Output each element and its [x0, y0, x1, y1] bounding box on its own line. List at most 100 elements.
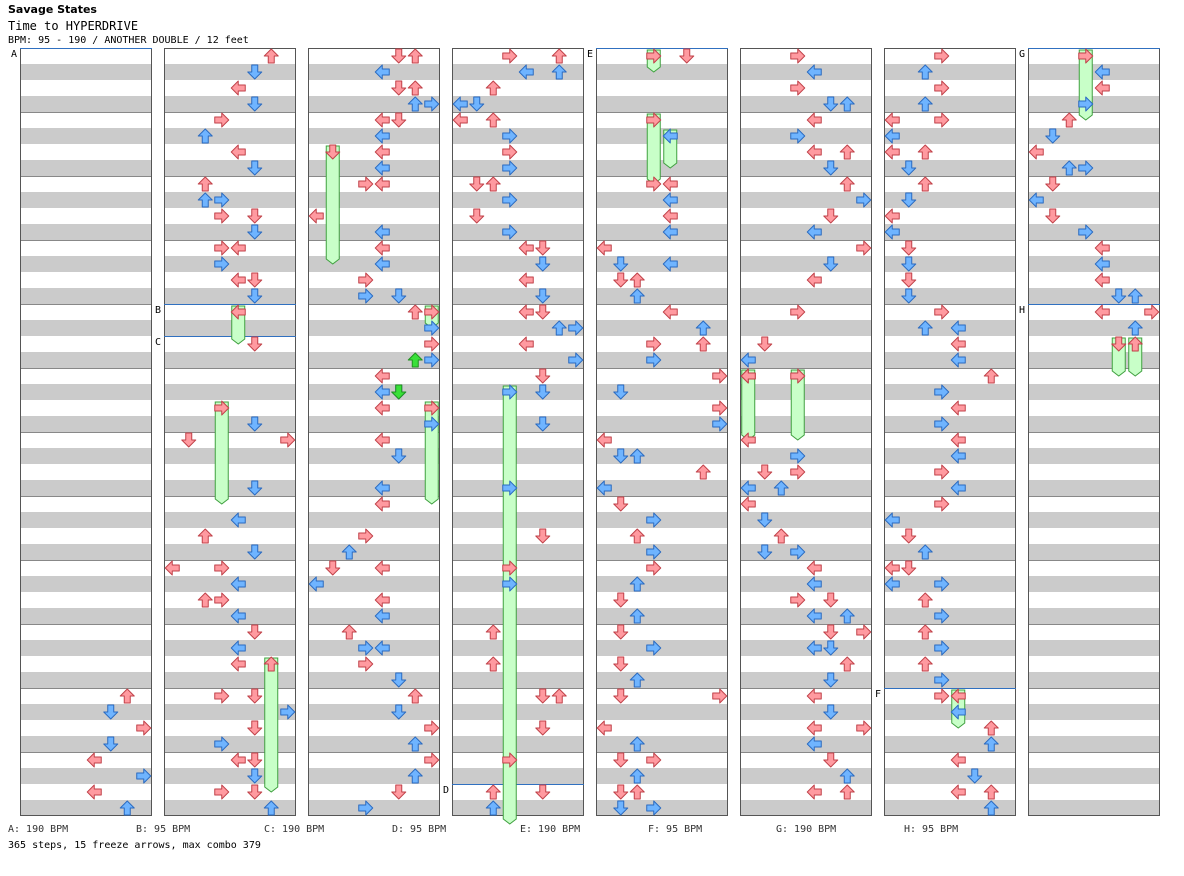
beat-band	[1028, 384, 1160, 400]
beat-band	[164, 128, 296, 144]
step-arrow	[740, 480, 756, 496]
step-arrow	[646, 176, 662, 192]
step-arrow	[230, 576, 246, 592]
beat-band	[740, 256, 872, 272]
step-arrow	[164, 560, 180, 576]
beat-band	[308, 64, 440, 80]
beat-band	[884, 160, 1016, 176]
step-arrow	[790, 128, 806, 144]
beat-band	[20, 384, 152, 400]
beat-band	[1028, 512, 1160, 528]
step-arrow	[247, 224, 263, 240]
step-arrow	[790, 464, 806, 480]
section-label: G	[1019, 49, 1025, 60]
beat-band	[596, 384, 728, 400]
step-arrow	[280, 432, 296, 448]
beat-band	[740, 576, 872, 592]
beat-band	[740, 416, 872, 432]
section-label: D	[443, 785, 449, 796]
beat-band	[596, 224, 728, 240]
step-arrow	[839, 768, 855, 784]
step-arrow	[646, 512, 662, 528]
beat-band	[452, 768, 584, 784]
beat-band	[740, 288, 872, 304]
beat-band	[452, 256, 584, 272]
beat-band	[308, 576, 440, 592]
step-arrow	[485, 112, 501, 128]
step-arrow	[374, 176, 390, 192]
step-arrow	[934, 576, 950, 592]
step-arrow	[901, 288, 917, 304]
section-label: A	[11, 49, 17, 60]
step-arrow	[856, 192, 872, 208]
step-arrow	[884, 512, 900, 528]
step-arrow	[358, 800, 374, 816]
step-arrow	[247, 160, 263, 176]
step-arrow	[230, 240, 246, 256]
step-arrow	[790, 80, 806, 96]
segment-label-f: F: 95 BPM	[648, 824, 703, 835]
step-arrow	[934, 112, 950, 128]
step-arrow	[535, 368, 551, 384]
step-arrow	[424, 416, 440, 432]
beat-band	[740, 96, 872, 112]
step-arrow	[535, 384, 551, 400]
beat-band	[596, 160, 728, 176]
step-arrow	[740, 496, 756, 512]
section-label: E	[587, 49, 593, 60]
step-arrow	[629, 272, 645, 288]
step-arrow	[806, 144, 822, 160]
beat-band	[1028, 416, 1160, 432]
step-arrow	[485, 800, 501, 816]
step-arrow	[934, 384, 950, 400]
step-arrow	[86, 784, 102, 800]
step-arrow	[214, 736, 230, 752]
step-arrow	[247, 96, 263, 112]
step-arrow	[230, 752, 246, 768]
freeze-head-arrow	[740, 368, 756, 384]
beat-band	[1028, 800, 1160, 816]
step-arrow	[790, 304, 806, 320]
step-arrow	[136, 768, 152, 784]
step-arrow	[613, 256, 629, 272]
step-arrow	[535, 416, 551, 432]
step-arrow	[1028, 192, 1044, 208]
beat-band	[1028, 160, 1160, 176]
special-arrow	[407, 352, 423, 368]
beat-band	[452, 192, 584, 208]
step-arrow	[247, 624, 263, 640]
step-arrow	[646, 560, 662, 576]
panel-border	[164, 48, 296, 816]
beat-band	[1028, 256, 1160, 272]
beat-band	[164, 288, 296, 304]
step-arrow	[823, 592, 839, 608]
freeze-arrow	[325, 145, 340, 265]
beat-band	[884, 672, 1016, 688]
beat-band	[164, 224, 296, 240]
step-arrow	[214, 592, 230, 608]
panel-border	[308, 48, 440, 816]
step-arrow	[757, 512, 773, 528]
section-label: B	[155, 305, 161, 316]
beat-band	[1028, 320, 1160, 336]
step-arrow	[247, 288, 263, 304]
step-arrow	[646, 752, 662, 768]
beat-band	[164, 480, 296, 496]
beat-band	[1028, 192, 1160, 208]
freeze-head-arrow	[646, 48, 662, 64]
step-arrow	[712, 400, 728, 416]
beat-band	[596, 192, 728, 208]
beat-band	[308, 512, 440, 528]
beat-band	[452, 288, 584, 304]
step-arrow	[374, 240, 390, 256]
step-arrow	[1028, 144, 1044, 160]
song-title: Savage States	[8, 3, 97, 16]
step-arrow	[950, 432, 966, 448]
step-arrow	[934, 80, 950, 96]
step-arrow	[551, 64, 567, 80]
beat-band	[308, 96, 440, 112]
step-arrow	[197, 528, 213, 544]
step-arrow	[197, 192, 213, 208]
step-arrow	[391, 672, 407, 688]
step-arrow	[839, 784, 855, 800]
